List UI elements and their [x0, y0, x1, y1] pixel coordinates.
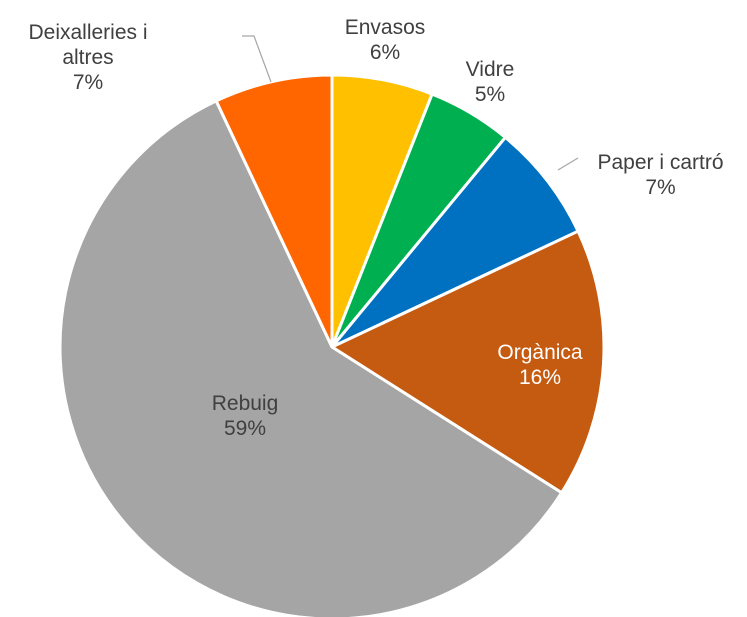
leader-line-paper	[557, 157, 579, 171]
pie-slice-organica	[330, 229, 606, 495]
data-label-paper: Paper i cartró 7%	[578, 150, 743, 200]
label-percent-envasos: 6%	[369, 41, 401, 64]
leader-line-deixalleries	[242, 35, 272, 83]
leader-lines	[242, 35, 579, 171]
label-percent-paper: 7%	[645, 176, 676, 199]
label-name-organica: Orgànica	[497, 341, 583, 364]
label-percent-organica: 16%	[518, 366, 562, 389]
label-name-envasos: Envasos	[344, 16, 426, 39]
pie-slice-rebuig	[58, 99, 564, 617]
label-percent-deixalleries: 7%	[72, 71, 104, 94]
label-name-vidre: Vidre	[465, 58, 515, 81]
data-label-vidre: Vidre 5%	[440, 57, 540, 107]
pie-slices	[58, 73, 606, 617]
label-name-deixalleries: Deixalleries i altres	[28, 21, 148, 69]
data-label-envasos: Envasos 6%	[320, 15, 450, 65]
data-label-rebuig: Rebuig 59%	[170, 391, 320, 441]
label-percent-rebuig: 59%	[223, 417, 267, 440]
pie-slice-paper	[330, 135, 580, 349]
label-name-paper: Paper i cartró	[597, 151, 724, 174]
pie-slice-deixalleries	[214, 73, 334, 349]
data-label-organica: Orgànica 16%	[465, 340, 615, 390]
label-percent-vidre: 5%	[474, 83, 506, 106]
label-name-rebuig: Rebuig	[211, 392, 279, 415]
data-label-deixalleries: Deixalleries i altres 7%	[0, 20, 176, 95]
